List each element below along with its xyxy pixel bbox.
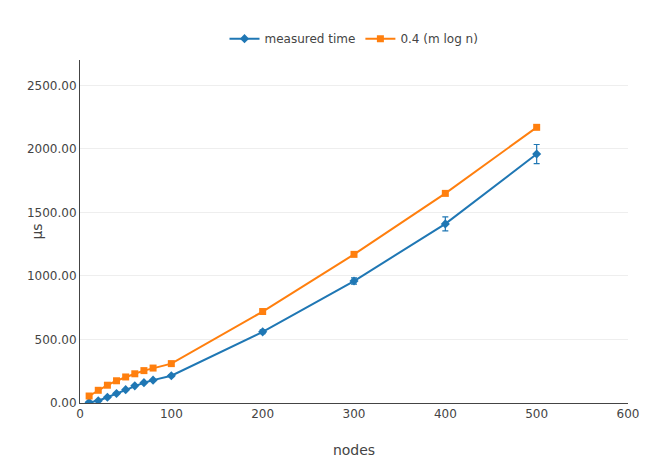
svg-text:100: 100: [160, 407, 183, 421]
svg-text:nodes: nodes: [333, 442, 375, 458]
svg-text:0: 0: [76, 407, 84, 421]
svg-text:600: 600: [617, 407, 640, 421]
svg-text:300: 300: [343, 407, 366, 421]
svg-text:0.00: 0.00: [50, 396, 77, 410]
svg-text:500: 500: [525, 407, 548, 421]
svg-text:μs: μs: [29, 223, 45, 239]
svg-text:200: 200: [251, 407, 274, 421]
svg-text:2000.00: 2000.00: [27, 142, 77, 156]
svg-text:2500.00: 2500.00: [27, 79, 77, 93]
svg-text:measured time: measured time: [265, 32, 356, 46]
svg-text:400: 400: [434, 407, 457, 421]
svg-text:1500.00: 1500.00: [27, 206, 77, 220]
svg-text:1000.00: 1000.00: [27, 269, 77, 283]
svg-text:0.4 (m log n): 0.4 (m log n): [400, 32, 477, 46]
svg-text:500.00: 500.00: [35, 333, 77, 347]
